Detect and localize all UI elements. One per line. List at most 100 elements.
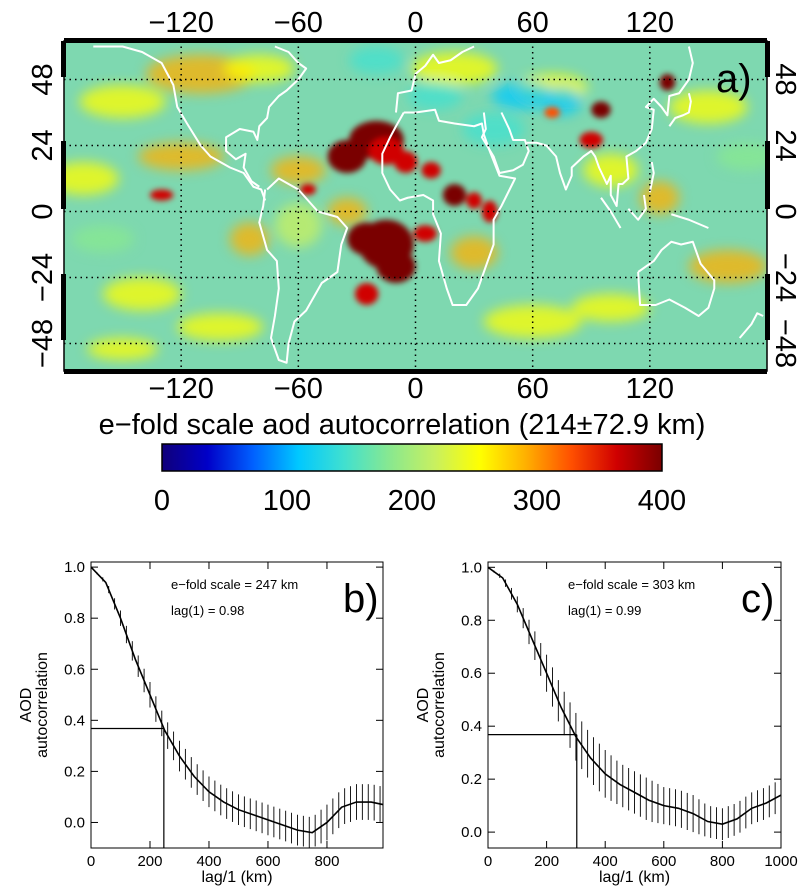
map-field-blob [224,54,295,83]
x-tick-label: 0 [484,853,492,870]
map-field-blob [274,203,322,248]
map-hotspot [394,151,418,173]
coastline-segment [225,78,300,188]
map-tick-labels: −120 −120 −60 −60 0 0 60 60 120 120 48 48 24 24 0 0 −24 −… [27,7,801,405]
map-panel: −120 −120 −60 −60 0 0 60 60 120 120 48 48 24 24 0 0 −24 −… [27,7,801,405]
x-tick-label: 800 [314,853,339,870]
coastline-segment [668,93,692,127]
map-field-blob [716,142,767,171]
lon-tick-bottom: −120 [149,373,214,405]
coastline-segment [93,45,267,201]
y-tick-label: 0.4 [461,718,482,735]
coastline-segment [600,197,622,229]
y-tick-label: 0.8 [64,610,85,627]
lat-tick-left: 24 [27,129,59,161]
map-hotspot [413,225,437,242]
map-field-blob [64,162,119,195]
x-tick-label: 800 [710,853,735,870]
map-field-hotspots [149,74,676,305]
coastline-segment [648,161,655,193]
autocorrelation-panel-c: 0 200 400 600 800 1000 1.0 0.8 0.6 0.4 0.2 0.0 e−fol… [415,559,798,886]
efold-annotation: e−fold scale = 303 km [568,577,695,592]
x-tick-label: 0 [87,853,95,870]
map-hotspot [149,189,174,201]
x-tick-label: 600 [255,853,280,870]
y-tick-label: 0.2 [64,763,85,780]
y-tick-label: 0.8 [461,612,482,629]
y-axis-label-line2: autocorrelation [34,652,51,758]
x-tick-label: 200 [534,853,559,870]
y-axis-label-line1: AOD [415,688,432,723]
map-hotspot [591,101,611,118]
map-frame-left-bar-3 [61,274,66,340]
colorbar-tick-label: 400 [638,485,686,517]
map-frame-bottom-bar [64,369,767,374]
coastline-segment [381,108,517,306]
map-field-blobs [64,46,767,360]
lat-tick-left: −24 [27,253,59,302]
lat-tick-right: 24 [769,129,801,161]
map-frame-right-bar-1 [765,41,770,77]
map-frame-left-bar-1 [61,41,66,77]
panel-label: b) [343,577,379,621]
x-tick-label: 1000 [764,853,797,870]
lon-tick-top: 0 [407,7,423,39]
coastline-segment [480,112,530,174]
lon-tick-bottom: −60 [274,373,323,405]
map-field-blob [327,197,367,226]
panel-label-a: a) [716,57,752,101]
y-tick-label: 1.0 [461,559,482,576]
map-hotspot [481,200,498,223]
map-hotspot [376,250,416,283]
lon-tick-bottom: 0 [407,373,423,405]
autocorrelation-line [90,566,384,834]
colorbar-tick-labels: 0 100 200 300 400 [154,485,686,517]
lon-tick-top: 120 [626,7,674,39]
map-hotspot [327,140,367,173]
x-tick-label: 200 [137,853,162,870]
colorbar-tick-label: 200 [388,485,436,517]
y-tick-label: 0.0 [64,814,85,831]
map-field-blob [87,338,158,360]
map-field-blob [177,313,264,341]
lat-tick-right: 0 [769,203,801,219]
map-field-blob [571,294,650,322]
lag-annotation: lag(1) = 0.99 [568,603,641,618]
lon-tick-top: 60 [517,7,549,39]
map-hotspot [659,74,676,91]
map-field-blob [79,85,166,118]
coastline-segment [637,240,716,317]
map-field-blob [270,156,326,184]
colorbar-tick-label: 0 [154,485,170,517]
lat-tick-right: −24 [769,253,801,302]
map-field-blob [411,52,498,85]
panel-label: c) [741,577,774,621]
x-tick-label: 400 [196,853,221,870]
y-tick-label: 1.0 [64,559,85,576]
map-field-blob [462,112,525,146]
map-hotspot [442,184,467,206]
lat-tick-left: −48 [27,319,59,368]
map-frame-left-bar-2 [61,141,66,209]
lag-annotation: lag(1) = 0.98 [171,603,244,618]
colorbar-tick-label: 300 [513,485,561,517]
coastline-segment [671,213,709,229]
y-axis-label-line1: AOD [18,688,35,723]
plot-frame [90,561,384,849]
lon-tick-bottom: 120 [626,373,674,405]
map-field-blob [450,236,498,270]
colorbar-title: e−fold scale aod autocorrelation (214±72… [99,409,706,441]
map-field-blob [688,250,767,283]
map-hotspot [421,162,441,179]
map-frame-right-bar-2 [765,141,770,209]
y-tick-label: 0.4 [64,712,85,729]
x-tick-label: 600 [651,853,676,870]
map-field-blob [407,82,463,110]
map-field-blob [229,222,270,256]
coastline-segment [258,177,349,364]
lon-tick-bottom: 60 [517,373,549,405]
y-tick-label: 0.6 [461,665,482,682]
coastline-segment [394,45,475,113]
y-tick-label: 0.0 [461,824,482,841]
plot-frame [487,561,782,849]
